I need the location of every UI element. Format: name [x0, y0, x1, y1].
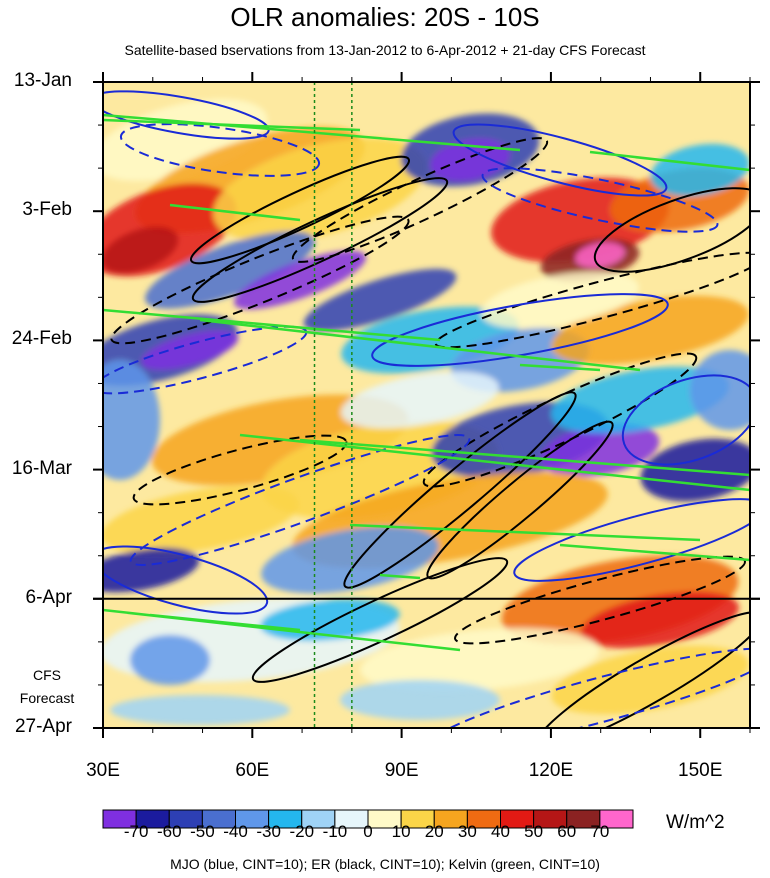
y-tick-label: 3-Feb [22, 199, 72, 221]
wave-contour [191, 177, 449, 303]
wave-contour [119, 123, 321, 177]
axis-ticks [93, 72, 760, 738]
anomaly-region [340, 680, 500, 720]
wave-contour [535, 611, 750, 728]
anomaly-region [650, 143, 750, 197]
x-tick-label: 90E [384, 760, 419, 781]
kelvin-contour [559, 543, 750, 562]
wave-contour [422, 352, 698, 488]
colorbar-label: 30 [457, 822, 477, 841]
wave-contour [454, 555, 746, 645]
anomaly-region [481, 271, 639, 329]
anomaly-region [233, 250, 367, 310]
wave-contour [110, 215, 410, 345]
anomaly-region [130, 635, 210, 685]
anomaly-region [141, 330, 239, 370]
kelvin-contour [349, 523, 701, 542]
kelvin-contour [149, 613, 301, 632]
wave-contours [103, 90, 750, 728]
anomaly-region [103, 547, 200, 593]
wave-contour [132, 434, 348, 506]
anomaly-region [551, 366, 729, 434]
wave-contour [425, 647, 750, 728]
x-tick-label: 150E [678, 760, 723, 781]
anomaly-region [540, 423, 660, 477]
colorbar-label: -60 [156, 822, 182, 841]
kelvin-contour [103, 308, 441, 342]
x-tick-label: 120E [528, 760, 574, 781]
colorbar-label: -30 [256, 822, 281, 841]
plot-area [103, 82, 750, 728]
chart-subtitle: Satellite-based bservations from 13-Jan-… [124, 42, 646, 58]
kelvin-contour [103, 118, 361, 132]
wave-contour [593, 187, 750, 273]
wave-contour [103, 545, 269, 615]
y-tick-label: 16-Mar [11, 457, 72, 479]
anomaly-region [551, 645, 749, 715]
colorbar-label: 20 [424, 822, 444, 841]
wave-contour [434, 251, 750, 349]
anomaly-region [341, 371, 499, 429]
anomaly-region [581, 591, 739, 649]
x-tick-label: 60E [235, 760, 270, 781]
wave-contour [251, 557, 509, 683]
wave-contour [189, 155, 411, 265]
colorbar-label: 60 [557, 822, 577, 841]
kelvin-contour [169, 203, 301, 222]
y-tick-label: 24-Feb [11, 328, 72, 350]
colorbar-label: 50 [524, 822, 544, 841]
kelvin-contour [589, 150, 750, 172]
colorbar-label: -70 [123, 822, 149, 841]
wave-contour [513, 498, 750, 582]
anomaly-region [690, 350, 750, 430]
colorbar-units: W/m^2 [666, 812, 725, 833]
kelvin-contour [519, 363, 601, 372]
y-tick-label: 6-Apr [25, 586, 72, 608]
y-tick-label: 27-Apr [14, 716, 72, 737]
wave-contour [343, 391, 577, 589]
contour-legend-text: MJO (blue, CINT=10); ER (black, CINT=10)… [170, 856, 600, 872]
colorbar-label: -20 [289, 822, 315, 841]
colorbar-label: -50 [190, 822, 215, 841]
wave-contour [103, 90, 270, 140]
wave-contour [621, 374, 750, 466]
wave-contour [371, 293, 669, 367]
anomaly-region [103, 226, 179, 274]
colorbar-label: 70 [590, 822, 610, 841]
anomaly-region [103, 360, 160, 480]
forecast-label-line1: CFS [33, 667, 61, 683]
kelvin-contour [199, 318, 641, 372]
colorbar-label: -40 [223, 822, 248, 841]
wave-contour [129, 434, 471, 566]
colorbar-label: 40 [491, 822, 510, 841]
y-tick-label: 13-Jan [13, 70, 72, 91]
wave-contour [481, 167, 719, 233]
anomaly-region [360, 628, 600, 692]
anomaly-region [103, 485, 299, 555]
x-tick-label: 30E [86, 760, 120, 781]
kelvin-contour [299, 438, 750, 477]
kelvin-contour [103, 113, 521, 152]
anomaly-region [110, 695, 290, 725]
colorbar-label: -10 [322, 822, 348, 841]
colorbar-label: 0 [363, 822, 373, 841]
chart-title: OLR anomalies: 20S - 10S [230, 2, 540, 32]
colorbar-label: 10 [391, 822, 411, 841]
kelvin-contour [239, 433, 750, 492]
kelvin-contour [379, 573, 421, 580]
colorbar-swatch [599, 809, 634, 829]
anomaly-region [575, 242, 625, 268]
anomaly-region [303, 268, 457, 332]
wave-contour [291, 137, 549, 263]
colorbar [102, 809, 634, 829]
wave-contour [452, 123, 668, 197]
forecast-label-line2: Forecast [19, 690, 75, 706]
plot-frame [102, 81, 751, 729]
